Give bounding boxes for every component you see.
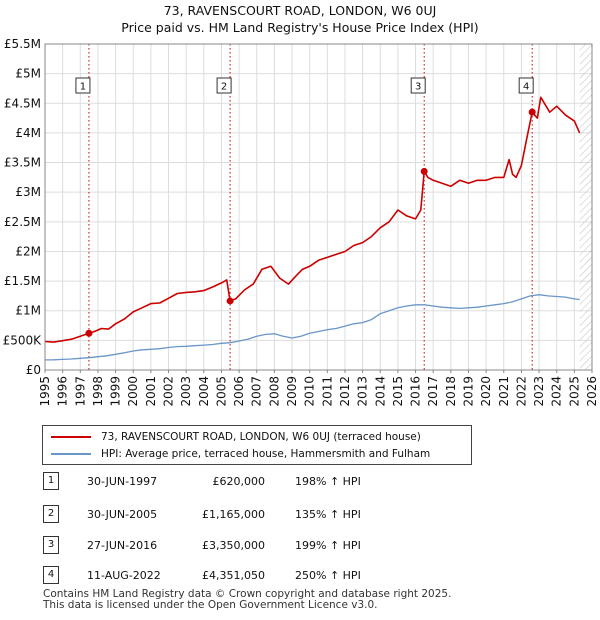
sale-label-box	[518, 77, 534, 94]
subtitle-line: Price paid vs. HM Land Registry's House …	[121, 20, 479, 35]
sale-date: 27-JUN-2016	[87, 539, 158, 552]
sale-date: 11-AUG-2022	[87, 569, 161, 582]
sale-price: £3,350,000	[202, 539, 265, 552]
sale-date: 30-JUN-1997	[87, 475, 158, 488]
x-tick-label: 2001	[144, 376, 158, 407]
legend: 73, RAVENSCOURT ROAD, LONDON, W6 0UJ (te…	[42, 425, 472, 465]
y-tick-label: £4M	[15, 126, 41, 140]
sale-label-text: 1	[80, 82, 86, 93]
sale-number-badge: 1	[43, 472, 59, 490]
sale-number-badge: 3	[43, 536, 59, 554]
footer-line: This data is licensed under the Open Gov…	[43, 599, 378, 611]
x-tick-label: 2004	[197, 376, 211, 407]
sale-hpi-change: 198% ↑ HPI	[295, 475, 361, 488]
x-tick-label: 2024	[550, 376, 564, 407]
x-tick-label: 1999	[109, 376, 123, 407]
y-tick-label: £2.5M	[4, 215, 41, 229]
sale-price: £620,000	[212, 475, 266, 488]
title-line: 73, RAVENSCOURT ROAD, LONDON, W6 0UJ	[163, 3, 437, 18]
y-tick-label: £5M	[15, 67, 41, 81]
forecast-band	[579, 44, 592, 370]
sale-point	[420, 167, 428, 175]
x-tick-label: 2010	[303, 376, 317, 407]
property-price-line	[44, 96, 581, 343]
sale-vlines	[88, 44, 533, 370]
legend-label-hpi: HPI: Average price, terraced house, Hamm…	[101, 448, 431, 460]
x-tick-label: 2017	[426, 376, 440, 407]
sale-label-text: 3	[415, 82, 421, 93]
sale-number-badge: 4	[43, 566, 59, 584]
sale-price: £4,351,050	[202, 569, 265, 582]
sale-label-box	[410, 77, 426, 94]
sale-label-text: 2	[221, 82, 227, 93]
x-tick-label: 2015	[391, 376, 405, 407]
footer-line: Contains HM Land Registry data © Crown c…	[43, 588, 452, 600]
sale-label-box	[75, 77, 91, 94]
hpi-line	[44, 294, 580, 361]
legend-swatch-property	[51, 436, 91, 438]
x-tick-label: 2009	[285, 376, 299, 407]
grid	[44, 43, 593, 371]
series-layer	[44, 96, 581, 361]
x-tick-label: 2022	[514, 376, 528, 407]
sale-point	[85, 329, 93, 337]
x-tick-label: 2018	[444, 376, 458, 407]
x-tick-label: 2020	[479, 376, 493, 407]
x-tick-label: 2013	[356, 376, 370, 407]
x-tick-label: 1998	[91, 376, 105, 407]
sale-hpi-change: 135% ↑ HPI	[295, 508, 361, 521]
sale-label: 1	[75, 77, 91, 94]
x-tick-label: 2000	[126, 376, 140, 407]
x-tick-label: 2008	[267, 376, 281, 407]
y-tick-label: £3M	[15, 185, 41, 199]
x-tick-label: 2002	[162, 376, 176, 407]
sale-hpi-change: 199% ↑ HPI	[295, 539, 361, 552]
sale-date: 30-JUN-2005	[87, 508, 158, 521]
sale-price: £1,165,000	[202, 508, 265, 521]
y-tick-label: £3.5M	[4, 156, 41, 170]
chart-title: 73, RAVENSCOURT ROAD, LONDON, W6 0UJ Pri…	[0, 2, 600, 36]
sale-markers: 1 2 3 4	[75, 77, 536, 337]
legend-swatch-hpi	[51, 453, 91, 455]
x-tick-label: 2007	[250, 376, 264, 407]
x-tick-label: 2006	[232, 376, 246, 407]
y-tick-label: £5.5M	[4, 37, 41, 51]
y-tick-label: £0	[26, 363, 41, 377]
x-tick-label: 1995	[38, 376, 52, 407]
sale-label: 2	[216, 77, 232, 94]
sale-label-box	[216, 77, 232, 94]
x-tick-label: 2005	[214, 376, 228, 407]
sale-label-text: 4	[523, 82, 529, 93]
x-tick-label: 1997	[73, 376, 87, 407]
x-tick-label: 2011	[320, 376, 334, 407]
legend-label-property: 73, RAVENSCOURT ROAD, LONDON, W6 0UJ (te…	[101, 431, 421, 443]
x-tick-label: 2012	[338, 376, 352, 407]
x-tick-label: 2025	[567, 376, 581, 407]
sale-point	[226, 297, 234, 305]
y-tick-label: £4.5M	[4, 96, 41, 110]
axes: £0 £500K £1M £1.5M £2M £2.5M £3M £3.5M £4M £4.5M £…	[3, 37, 599, 407]
y-tick-label: £1.5M	[4, 274, 41, 288]
x-tick-label: 2019	[461, 376, 475, 407]
x-tick-label: 2023	[532, 376, 546, 407]
sale-point	[528, 108, 536, 116]
legend-item-hpi: HPI: Average price, terraced house, Hamm…	[51, 446, 430, 462]
x-tick-label: 2016	[409, 376, 423, 407]
plot-frame	[44, 43, 593, 371]
legend-item-property: 73, RAVENSCOURT ROAD, LONDON, W6 0UJ (te…	[51, 429, 421, 445]
y-tick-label: £1M	[15, 304, 41, 318]
sale-label: 3	[410, 77, 426, 94]
footer-attribution: Contains HM Land Registry data © Crown c…	[43, 589, 451, 611]
y-tick-label: £2M	[15, 244, 41, 258]
x-tick-label: 2021	[497, 376, 511, 407]
x-tick-label: 1996	[56, 376, 70, 407]
x-tick-label: 2003	[179, 376, 193, 407]
x-tick-label: 2026	[585, 376, 599, 407]
y-tick-label: £500K	[3, 333, 43, 347]
sale-number-badge: 2	[43, 505, 59, 523]
x-tick-label: 2014	[373, 376, 387, 407]
sale-hpi-change: 250% ↑ HPI	[295, 569, 361, 582]
sale-label: 4	[518, 77, 534, 94]
